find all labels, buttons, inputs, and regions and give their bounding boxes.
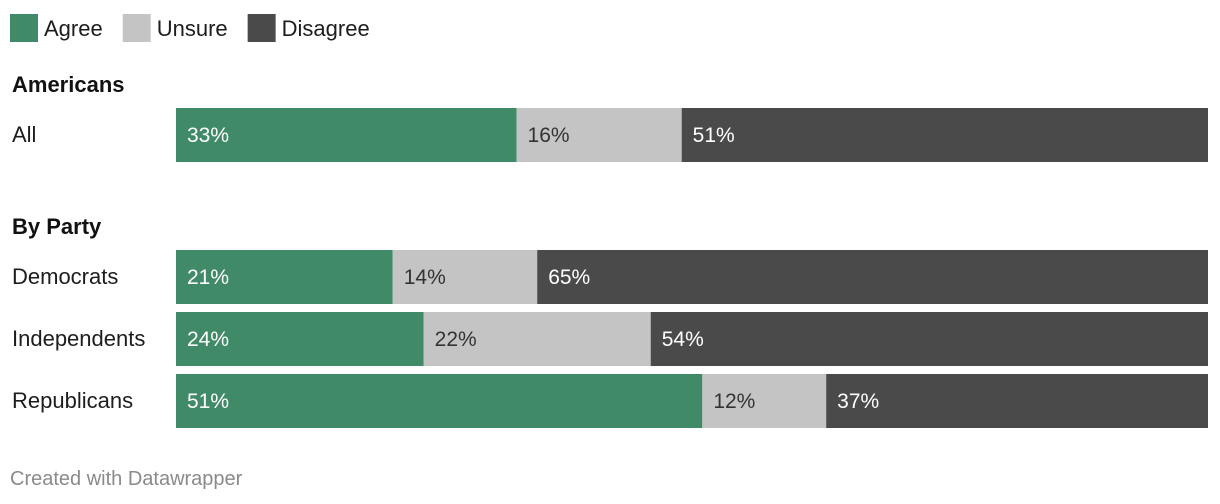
- group-americans: Americans All 33% 16% 51%: [12, 72, 1208, 162]
- bar-segment-unsure: [423, 312, 651, 366]
- row-label: Independents: [12, 326, 145, 351]
- bar-segment-unsure: [392, 250, 538, 304]
- legend-item-agree: Agree: [10, 14, 103, 42]
- data-label-unsure: 16%: [528, 124, 570, 147]
- legend-label-unsure: Unsure: [157, 16, 228, 41]
- data-label-unsure: 12%: [713, 390, 755, 413]
- data-label-agree: 24%: [187, 328, 229, 351]
- bar-segment-disagree: [681, 108, 1208, 162]
- bar-row-all: All 33% 16% 51%: [12, 108, 1208, 162]
- bar-segment-unsure: [702, 374, 827, 428]
- data-label-agree: 21%: [187, 266, 229, 289]
- legend-swatch-unsure: [122, 14, 151, 42]
- data-label-unsure: 22%: [435, 328, 477, 351]
- legend-label-disagree: Disagree: [282, 16, 370, 41]
- data-label-disagree: 54%: [662, 328, 704, 351]
- credit-text: Created with Datawrapper: [10, 468, 243, 490]
- legend-item-unsure: Unsure: [122, 14, 228, 42]
- group-title: Americans: [12, 72, 125, 97]
- bar-row-independents: Independents 24% 22% 54%: [12, 312, 1208, 366]
- bar-segment-disagree: [650, 312, 1208, 366]
- data-label-agree: 51%: [187, 390, 229, 413]
- data-label-disagree: 37%: [837, 390, 879, 413]
- bar-segment-disagree: [826, 374, 1208, 428]
- bar-segment-agree: [176, 250, 393, 304]
- data-label-unsure: 14%: [404, 266, 446, 289]
- row-label: Democrats: [12, 264, 118, 289]
- legend-item-disagree: Disagree: [247, 14, 370, 42]
- bar-row-democrats: Democrats 21% 14% 65%: [12, 250, 1208, 304]
- bar-segment-disagree: [537, 250, 1208, 304]
- group-title: By Party: [12, 214, 102, 239]
- bar-segment-agree: [176, 108, 517, 162]
- data-label-disagree: 65%: [548, 266, 590, 289]
- row-label: Republicans: [12, 388, 133, 413]
- bar-segment-agree: [176, 374, 703, 428]
- chart-groups: Americans All 33% 16% 51% By Party Democrats 21…: [12, 72, 1208, 428]
- data-label-disagree: 51%: [693, 124, 735, 147]
- bar-segment-agree: [176, 312, 424, 366]
- legend-label-agree: Agree: [44, 16, 103, 41]
- group-by-party: By Party Democrats 21% 14% 65% Independents 24…: [12, 214, 1208, 428]
- bar-segment-unsure: [516, 108, 682, 162]
- row-label: All: [12, 122, 36, 147]
- legend-swatch-disagree: [247, 14, 276, 42]
- legend-swatch-agree: [10, 14, 38, 42]
- bar-row-republicans: Republicans 51% 12% 37%: [12, 374, 1208, 428]
- data-label-agree: 33%: [187, 124, 229, 147]
- legend: Agree Unsure Disagree: [10, 14, 370, 42]
